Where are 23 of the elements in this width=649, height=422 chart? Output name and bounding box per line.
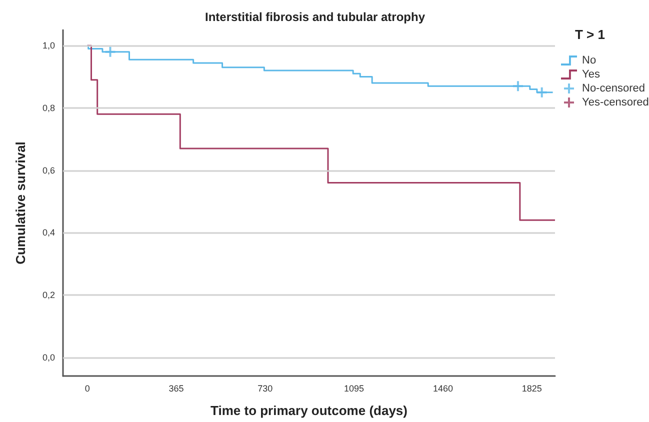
chart-title: Interstitial fibrosis and tubular atrophy (204, 10, 426, 24)
y-tick-label: 1,0 (42, 40, 55, 51)
point (512, 81, 523, 92)
y-tick-label: 0,4 (42, 228, 55, 238)
x-axis-title: Time to primary outcome (days) (210, 403, 408, 418)
legend-title: T > 1 (575, 27, 605, 42)
x-tick-label: 730 (258, 384, 273, 394)
y-axis-title: Cumulative survival (13, 142, 28, 264)
legend-label: Yes-censored (582, 96, 649, 108)
point (105, 46, 116, 57)
y-tick-label: 0,2 (42, 290, 55, 300)
x-tick-label: 365 (168, 384, 184, 394)
point (536, 87, 547, 98)
y-tick-label: 0,8 (42, 102, 55, 113)
y-tick-label: 0,6 (42, 165, 55, 176)
x-tick-label: 1095 (344, 384, 364, 394)
x-tick-label: 1825 (522, 384, 542, 394)
legend-label: Yes (582, 68, 600, 80)
legend-label: No-censored (582, 82, 645, 94)
y-tick-label: 0,0 (42, 352, 55, 362)
x-tick-label: 1460 (432, 384, 453, 394)
legend-label: No (582, 54, 596, 66)
x-tick-label: 0 (84, 384, 90, 394)
